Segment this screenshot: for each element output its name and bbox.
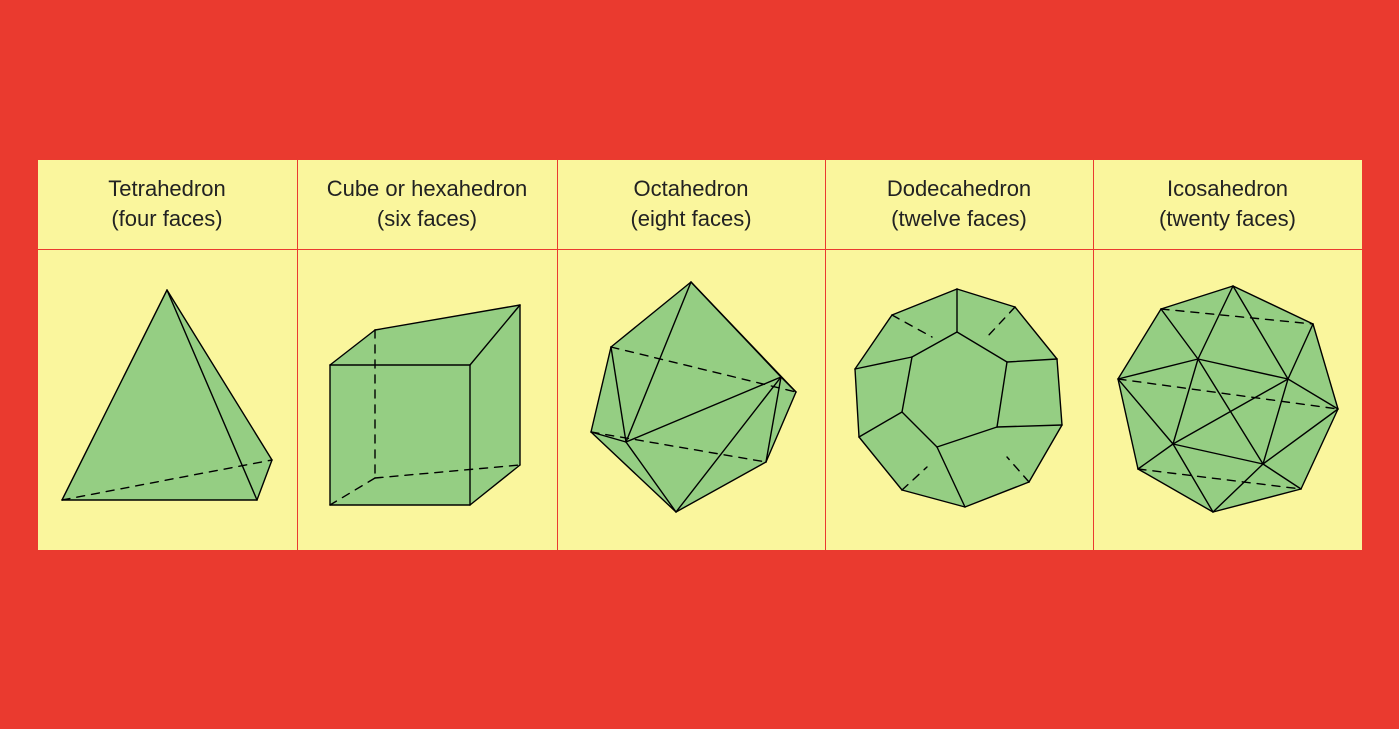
faces-cube: (six faces) <box>377 206 477 231</box>
name-octahedron: Octahedron <box>634 176 749 201</box>
octahedron-svg <box>566 272 816 527</box>
icosahedron-svg <box>1103 274 1353 526</box>
shape-cell-octahedron <box>558 250 825 550</box>
shape-cell-cube <box>298 250 557 550</box>
header-icosahedron: Icosahedron (twenty faces) <box>1094 160 1362 250</box>
col-cube: Cube or hexahedron (six faces) <box>298 160 558 550</box>
solids-table: Tetrahedron (four faces) Cube or hexahed… <box>38 160 1362 550</box>
faces-tetrahedron: (four faces) <box>111 206 222 231</box>
col-icosahedron: Icosahedron (twenty faces) <box>1094 160 1362 550</box>
col-tetrahedron: Tetrahedron (four faces) <box>38 160 298 550</box>
col-octahedron: Octahedron (eight faces) <box>558 160 826 550</box>
name-dodecahedron: Dodecahedron <box>887 176 1031 201</box>
name-tetrahedron: Tetrahedron <box>108 176 225 201</box>
infographic-canvas: Tetrahedron (four faces) Cube or hexahed… <box>0 0 1399 729</box>
header-octahedron: Octahedron (eight faces) <box>558 160 825 250</box>
shape-cell-dodecahedron <box>826 250 1093 550</box>
faces-icosahedron: (twenty faces) <box>1159 206 1296 231</box>
cube-svg <box>320 275 535 525</box>
faces-dodecahedron: (twelve faces) <box>891 206 1027 231</box>
shape-cell-icosahedron <box>1094 250 1362 550</box>
name-cube: Cube or hexahedron <box>327 176 528 201</box>
shape-cell-tetrahedron <box>38 250 297 550</box>
header-tetrahedron: Tetrahedron (four faces) <box>38 160 297 250</box>
name-icosahedron: Icosahedron <box>1167 176 1288 201</box>
dodecahedron-svg <box>837 277 1082 522</box>
col-dodecahedron: Dodecahedron (twelve faces) <box>826 160 1094 550</box>
header-dodecahedron: Dodecahedron (twelve faces) <box>826 160 1093 250</box>
faces-octahedron: (eight faces) <box>630 206 751 231</box>
header-cube: Cube or hexahedron (six faces) <box>298 160 557 250</box>
tetrahedron-svg <box>47 275 287 525</box>
